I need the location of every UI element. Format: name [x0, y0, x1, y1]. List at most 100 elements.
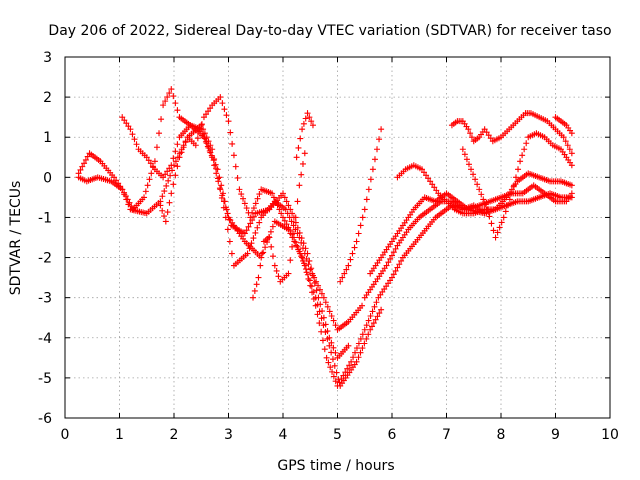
data-point	[214, 166, 221, 173]
data-point	[319, 308, 326, 315]
data-point	[160, 102, 167, 109]
data-point	[355, 230, 362, 237]
x-tick-label: 9	[551, 427, 560, 443]
data-point	[292, 219, 299, 226]
y-tick-label: -1	[38, 210, 52, 226]
data-point	[562, 138, 569, 145]
data-point	[523, 140, 530, 147]
data-point	[468, 134, 475, 141]
data-point	[223, 112, 230, 119]
data-point	[170, 181, 177, 188]
y-tick-label: -6	[38, 411, 52, 427]
data-point	[294, 243, 301, 250]
data-point	[319, 337, 326, 344]
data-point	[166, 165, 173, 172]
data-point	[325, 359, 332, 366]
data-point	[496, 224, 503, 231]
data-point	[168, 190, 175, 197]
data-point	[425, 175, 432, 182]
data-point	[337, 278, 344, 285]
data-point	[220, 198, 227, 205]
data-point	[317, 301, 324, 308]
data-point	[302, 115, 309, 122]
data-point	[289, 210, 296, 217]
data-point	[283, 198, 290, 205]
data-point	[285, 224, 292, 231]
data-point	[298, 171, 305, 178]
data-point	[281, 194, 288, 201]
data-point	[153, 144, 160, 151]
y-tick-label: -4	[38, 331, 52, 347]
data-point	[459, 146, 466, 153]
data-point	[308, 265, 315, 272]
data-point	[294, 198, 301, 205]
data-point	[328, 313, 335, 320]
data-point	[299, 254, 306, 261]
data-point	[309, 122, 316, 129]
data-point	[359, 214, 366, 221]
data-point	[262, 244, 269, 251]
data-point	[285, 202, 292, 209]
data-point	[344, 365, 351, 372]
data-point	[256, 191, 263, 198]
data-point	[394, 264, 401, 271]
data-point	[314, 311, 321, 318]
data-point	[196, 128, 203, 135]
data-point	[517, 158, 524, 165]
data-point	[285, 270, 292, 277]
series-sat-10	[361, 190, 575, 301]
data-point	[127, 126, 134, 133]
data-point	[365, 186, 372, 193]
data-point	[365, 317, 372, 324]
data-point	[270, 253, 277, 260]
data-point	[304, 110, 311, 117]
data-point	[387, 255, 394, 262]
data-point	[149, 163, 156, 170]
data-point	[506, 196, 513, 203]
data-point	[316, 286, 323, 293]
data-point	[331, 362, 338, 369]
data-point	[243, 205, 250, 212]
data-point	[352, 349, 359, 356]
data-point	[128, 203, 135, 210]
data-point	[322, 299, 329, 306]
y-tick-label: 1	[43, 130, 52, 146]
data-point	[376, 136, 383, 143]
data-point	[371, 303, 378, 310]
data-point	[373, 299, 380, 306]
data-point	[363, 335, 370, 342]
data-point	[349, 250, 356, 257]
data-point	[168, 162, 175, 169]
data-point	[423, 172, 430, 179]
data-point	[568, 150, 575, 157]
data-point	[198, 121, 205, 128]
data-point	[234, 175, 241, 182]
data-point	[311, 279, 318, 286]
data-point	[390, 249, 397, 256]
data-point	[294, 224, 301, 231]
data-point	[478, 191, 485, 198]
data-point	[219, 192, 226, 199]
data-point	[258, 254, 265, 261]
data-point	[270, 194, 277, 201]
data-point	[126, 199, 133, 206]
data-point	[273, 267, 280, 274]
data-point	[304, 250, 311, 257]
data-point	[174, 107, 181, 114]
data-point	[476, 186, 483, 193]
data-marks	[75, 86, 575, 389]
data-point	[353, 345, 360, 352]
data-point	[465, 126, 472, 133]
data-point	[170, 93, 177, 100]
data-point	[299, 257, 306, 264]
data-point	[336, 379, 343, 386]
data-point	[121, 189, 128, 196]
data-point	[202, 138, 209, 145]
data-point	[396, 261, 403, 268]
data-point	[251, 287, 258, 294]
data-point	[353, 358, 360, 365]
data-point	[324, 303, 331, 310]
data-point	[500, 214, 507, 221]
data-point	[280, 190, 286, 197]
data-point	[274, 202, 281, 209]
